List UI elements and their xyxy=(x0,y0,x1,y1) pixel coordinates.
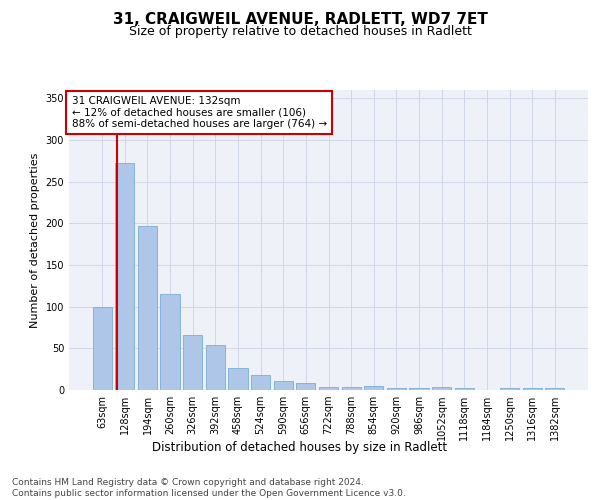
Bar xyxy=(229,368,248,390)
Bar xyxy=(364,386,383,390)
Bar xyxy=(341,386,361,390)
Text: Contains HM Land Registry data © Crown copyright and database right 2024.
Contai: Contains HM Land Registry data © Crown c… xyxy=(12,478,406,498)
Bar xyxy=(319,386,338,390)
Text: Distribution of detached houses by size in Radlett: Distribution of detached houses by size … xyxy=(152,441,448,454)
Bar xyxy=(523,388,542,390)
Bar xyxy=(296,384,316,390)
Bar xyxy=(183,335,202,390)
Bar xyxy=(92,306,112,390)
Bar xyxy=(160,294,180,390)
Bar xyxy=(251,375,270,390)
Bar xyxy=(115,164,134,390)
Bar xyxy=(274,381,293,390)
Bar xyxy=(500,388,519,390)
Y-axis label: Number of detached properties: Number of detached properties xyxy=(30,152,40,328)
Bar xyxy=(455,388,474,390)
Bar xyxy=(138,226,157,390)
Text: Size of property relative to detached houses in Radlett: Size of property relative to detached ho… xyxy=(128,25,472,38)
Text: 31, CRAIGWEIL AVENUE, RADLETT, WD7 7ET: 31, CRAIGWEIL AVENUE, RADLETT, WD7 7ET xyxy=(113,12,487,28)
Bar xyxy=(409,388,428,390)
Bar xyxy=(387,388,406,390)
Bar xyxy=(206,345,225,390)
Bar xyxy=(432,386,451,390)
Bar xyxy=(545,388,565,390)
Text: 31 CRAIGWEIL AVENUE: 132sqm
← 12% of detached houses are smaller (106)
88% of se: 31 CRAIGWEIL AVENUE: 132sqm ← 12% of det… xyxy=(71,96,327,129)
